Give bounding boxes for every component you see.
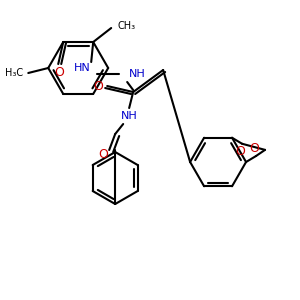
Text: NH: NH	[121, 111, 137, 121]
Text: CH₃: CH₃	[117, 21, 135, 31]
Text: O: O	[98, 148, 108, 160]
Text: O: O	[54, 65, 64, 79]
Text: HN: HN	[74, 63, 91, 73]
Text: O: O	[93, 80, 103, 92]
Text: NH: NH	[129, 69, 146, 79]
Text: O: O	[249, 142, 259, 154]
Text: H₃C: H₃C	[5, 68, 23, 78]
Text: O: O	[235, 145, 245, 158]
